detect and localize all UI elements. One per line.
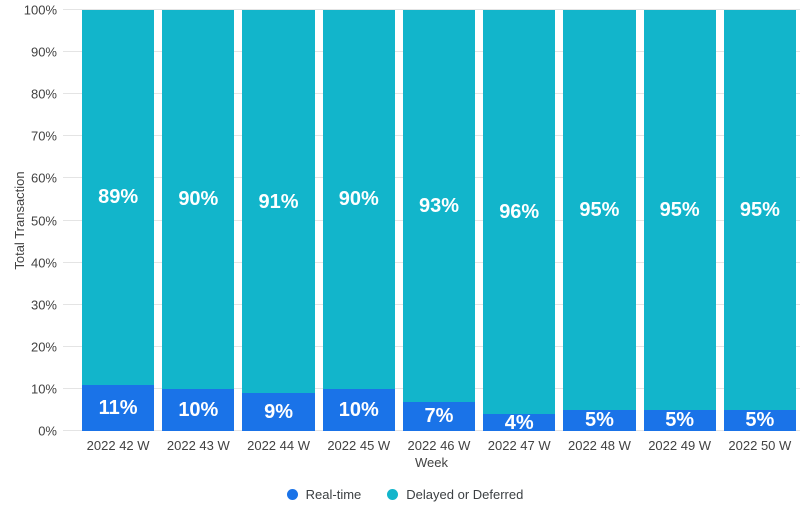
legend-item-real-time[interactable]: Real-time [286, 487, 362, 502]
bar-value-label: 93% [418, 194, 459, 217]
y-tick-label: 90% [30, 44, 57, 60]
y-tick-label: 70% [30, 128, 57, 144]
segment-real-time[interactable]: 9% [242, 393, 315, 431]
y-tick-label: 100% [23, 2, 57, 18]
x-tick-label: 2022 44 W [247, 438, 310, 453]
segment-real-time[interactable]: 5% [563, 409, 636, 432]
segment-real-time[interactable]: 5% [723, 409, 796, 432]
segment-delayed-or-deferred[interactable]: 95% [643, 10, 716, 410]
y-tick-label: 50% [30, 213, 57, 228]
x-tick-label: 2022 46 W [407, 438, 471, 453]
bar-value-label: 90% [178, 188, 219, 211]
y-tick-label: 30% [30, 297, 57, 313]
bar-value-label: 7% [424, 405, 454, 428]
segment-real-time[interactable]: 10% [322, 388, 395, 431]
segment-delayed-or-deferred[interactable]: 89% [82, 10, 155, 385]
y-tick-label: 0% [38, 423, 57, 439]
legend: Real-time Delayed or Deferred [0, 487, 810, 502]
bar-value-label: 10% [178, 398, 219, 421]
bar-value-label: 5% [745, 409, 775, 432]
bar-column: 95% 5% [723, 10, 796, 432]
bar-value-label: 9% [264, 401, 293, 424]
bar-value-label: 11% [98, 396, 138, 419]
segment-real-time[interactable]: 10% [162, 388, 235, 431]
bar-column: 96% 4% [483, 10, 556, 434]
bar-value-label: 4% [504, 411, 534, 434]
segment-real-time[interactable]: 7% [402, 401, 476, 431]
x-tick-label: 2022 43 W [166, 438, 230, 453]
bar-value-label: 5% [665, 409, 695, 432]
y-tick-label: 20% [30, 339, 57, 355]
x-tick-label: 2022 50 W [728, 438, 792, 453]
bar-value-label: 96% [499, 201, 540, 224]
legend-dot-real-time [286, 489, 298, 500]
bar-value-label: 10% [338, 398, 379, 421]
bar-column: 95% 5% [643, 10, 716, 432]
segment-delayed-or-deferred[interactable]: 90% [322, 10, 395, 389]
bar-column: 95% 5% [563, 10, 636, 432]
segment-delayed-or-deferred[interactable]: 95% [563, 10, 636, 410]
bar-column: 91% 9% [242, 10, 315, 431]
bar-column: 89% 11% [82, 10, 155, 431]
x-axis-title: Week [415, 455, 448, 470]
bar-value-label: 89% [98, 186, 139, 209]
x-tick-label: 2022 47 W [487, 438, 551, 453]
bar-value-label: 90% [338, 188, 379, 211]
y-tick-label: 60% [30, 170, 57, 186]
bar-value-label: 95% [659, 198, 700, 221]
x-tick-label: 2022 45 W [327, 438, 391, 453]
legend-dot-delayed-or-deferred [387, 489, 399, 500]
bar-value-label: 95% [739, 198, 780, 221]
bar-column: 93% 7% [402, 10, 476, 431]
x-tick-label: 2022 42 W [86, 438, 150, 453]
bars-row: 89% 11% 90% 10% 91% 9% 90% 10% 93% 7% 96% 4% 95% 5% 95… [63, 10, 800, 434]
x-axis-ticks: 2022 42 W 2022 43 W 2022 44 W 2022 45 W 2022… [63, 438, 800, 453]
y-axis-ticks: 0% 10% 20% 30% 40% 50% 60% 70% 80% 90% 100% [0, 3, 57, 439]
bar-value-label: 5% [584, 409, 614, 432]
segment-real-time[interactable]: 11% [82, 384, 155, 431]
y-tick-label: 80% [30, 86, 57, 102]
segment-delayed-or-deferred[interactable]: 96% [483, 10, 556, 415]
legend-label: Delayed or Deferred [406, 487, 524, 502]
bar-value-label: 91% [258, 190, 299, 213]
legend-label: Real-time [305, 487, 362, 502]
bar-column: 90% 10% [322, 10, 395, 431]
segment-real-time[interactable]: 5% [643, 409, 716, 432]
plot-area: 89% 11% 90% 10% 91% 9% 90% 10% 93% 7% 96% 4% 95% 5% 95… [63, 9, 800, 434]
segment-delayed-or-deferred[interactable]: 93% [402, 10, 476, 402]
x-tick-label: 2022 48 W [567, 438, 631, 453]
segment-delayed-or-deferred[interactable]: 95% [723, 10, 796, 410]
bar-column: 90% 10% [162, 10, 235, 431]
bar-value-label: 95% [579, 198, 620, 221]
segment-real-time[interactable]: 4% [483, 411, 556, 434]
gridline [63, 9, 800, 10]
segment-delayed-or-deferred[interactable]: 91% [242, 10, 315, 394]
y-tick-label: 40% [30, 255, 57, 271]
x-tick-label: 2022 49 W [648, 438, 712, 453]
segment-delayed-or-deferred[interactable]: 90% [162, 10, 235, 389]
legend-item-delayed-or-deferred[interactable]: Delayed or Deferred [387, 487, 523, 502]
y-tick-label: 10% [30, 381, 57, 397]
